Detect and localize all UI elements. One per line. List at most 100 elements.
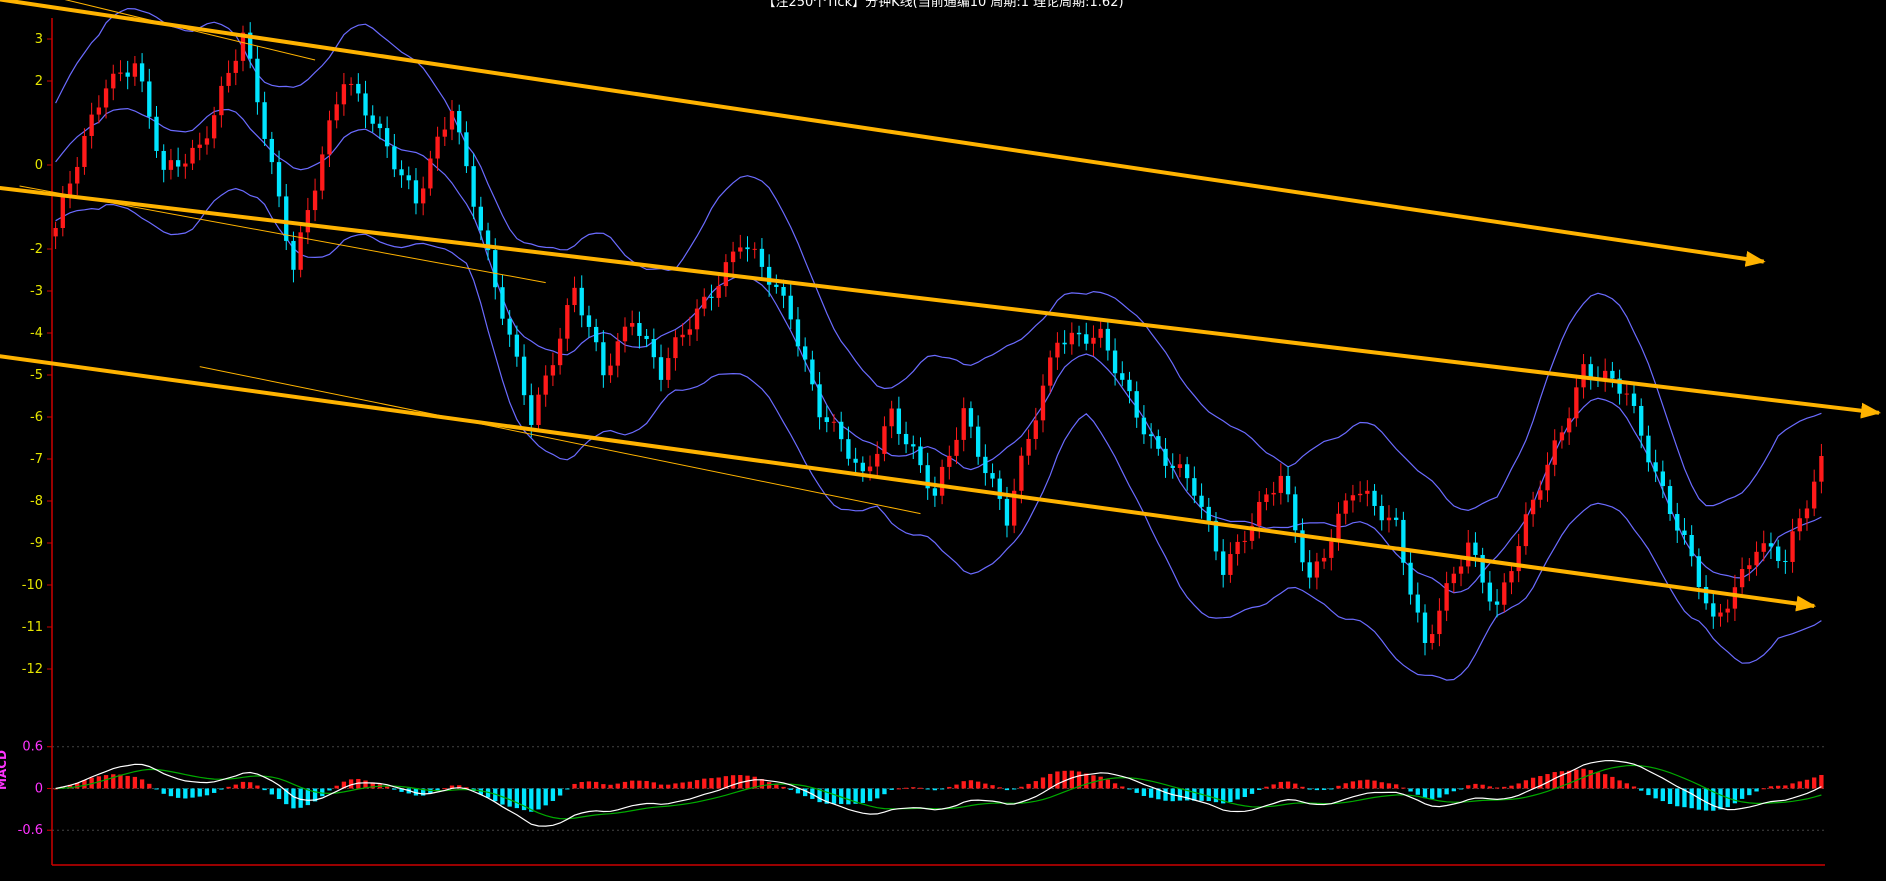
price-axis: 3 2 0 -2 -3 -4 -5 -6 -7 -8 -9 -10 -11 -12 xyxy=(22,18,53,690)
candle-body xyxy=(1228,554,1233,575)
macd-histogram-bar xyxy=(413,788,419,796)
macd-histogram-bar xyxy=(139,779,145,789)
macd-indicator xyxy=(53,759,1824,827)
candle-body xyxy=(1458,566,1464,574)
macd-tick-label: 0 xyxy=(35,781,43,796)
macd-histogram-bar xyxy=(831,788,837,804)
candle-body xyxy=(190,147,195,164)
macd-histogram-bar xyxy=(1559,771,1565,789)
bollinger-bands xyxy=(55,7,1822,681)
candle-body xyxy=(680,334,685,338)
macd-histogram-bar xyxy=(911,787,916,789)
macd-tick-label: -0.6 xyxy=(18,823,43,838)
price-tick-label: 2 xyxy=(35,74,43,89)
macd-histogram-bar xyxy=(1624,783,1629,789)
candle-body xyxy=(1148,434,1154,437)
macd-histogram-bar xyxy=(1732,788,1738,804)
macd-histogram-bar xyxy=(284,788,289,805)
candle-body xyxy=(1084,334,1089,344)
candle-body xyxy=(413,180,419,204)
channel-arrow-lower xyxy=(0,354,1817,612)
candle-body xyxy=(103,88,109,108)
macd-histogram-bar xyxy=(1473,783,1478,789)
macd-histogram-bar xyxy=(1797,781,1802,789)
candle-body xyxy=(1213,520,1219,552)
candle-body xyxy=(147,81,152,117)
candle-body xyxy=(1314,561,1320,578)
macd-histogram-bar xyxy=(824,788,829,804)
macd-tick-label: 0.6 xyxy=(22,740,43,755)
candle-body xyxy=(954,439,959,456)
candle-body xyxy=(831,421,837,423)
macd-histogram-bar xyxy=(298,788,303,808)
candle-body xyxy=(161,150,166,170)
candle-body xyxy=(1747,565,1752,570)
candle-body xyxy=(262,102,267,139)
candle-body xyxy=(399,169,404,176)
candle-body xyxy=(1004,498,1010,526)
candle-body xyxy=(824,417,829,423)
macd-histogram-bar xyxy=(903,787,909,789)
candle-body xyxy=(1552,440,1557,465)
macd-histogram-bar xyxy=(1631,786,1637,789)
macd-histogram-bar xyxy=(774,784,779,789)
candle-body xyxy=(1415,594,1420,613)
candle-body xyxy=(745,247,750,250)
candle-body xyxy=(622,326,628,342)
macd-histogram-bar xyxy=(1790,783,1795,789)
candle-body xyxy=(1804,508,1810,519)
macd-histogram-bar xyxy=(730,775,736,789)
candle-body xyxy=(1357,493,1363,496)
candle-body xyxy=(579,287,584,316)
candle-body xyxy=(529,395,534,425)
macd-histogram-bar xyxy=(1408,788,1413,792)
macd-histogram-bar xyxy=(392,788,397,790)
macd-histogram-bar xyxy=(723,776,729,789)
candle-body xyxy=(449,111,455,130)
macd-histogram-bar xyxy=(601,784,606,789)
candle-body xyxy=(348,83,354,85)
candle-body xyxy=(968,408,974,427)
candle-body xyxy=(939,466,945,496)
macd-histogram-bar xyxy=(1422,788,1428,799)
macd-histogram-bar xyxy=(1098,776,1103,789)
candle-body xyxy=(543,375,548,395)
price-tick-label: -12 xyxy=(22,662,43,677)
candle-body xyxy=(298,232,303,270)
channel-arrow-upper xyxy=(0,0,1766,267)
macd-histogram-bar xyxy=(125,775,130,789)
candle-body xyxy=(1040,385,1046,421)
candle-body xyxy=(990,473,995,479)
macd-histogram-bar xyxy=(421,788,426,796)
macd-histogram-bar xyxy=(896,788,902,790)
macd-histogram-bar xyxy=(1458,788,1464,790)
candle-body xyxy=(1062,342,1067,345)
candle-body xyxy=(1768,543,1774,547)
candle-body xyxy=(1329,541,1334,558)
candle-body xyxy=(1278,475,1284,493)
candle-body xyxy=(168,160,174,170)
macd-histogram-bar xyxy=(1343,783,1348,789)
candle-body xyxy=(918,446,923,466)
macd-histogram-bar xyxy=(1257,788,1262,790)
candle-body xyxy=(219,85,224,116)
candle-body xyxy=(269,138,274,163)
candle-body xyxy=(586,315,592,327)
macd-histogram-bar xyxy=(622,781,628,789)
macd-histogram-bar xyxy=(1264,786,1269,789)
macd-histogram-bar xyxy=(745,775,750,789)
macd-histogram-bar xyxy=(557,788,563,796)
macd-histogram-bar xyxy=(954,784,959,789)
candle-body xyxy=(1336,513,1341,542)
macd-histogram-bar xyxy=(1300,786,1305,789)
candle-body xyxy=(860,462,865,472)
candle-body xyxy=(1775,546,1781,561)
candle-body xyxy=(493,250,498,288)
macd-histogram-bar xyxy=(1516,783,1521,789)
candle-body xyxy=(1617,378,1622,394)
candle-body xyxy=(557,338,563,366)
macd-histogram-bar xyxy=(1336,785,1341,789)
macd-histogram-bar xyxy=(990,785,995,789)
macd-histogram-bar xyxy=(341,781,347,789)
macd-histogram-bar xyxy=(1761,788,1766,790)
